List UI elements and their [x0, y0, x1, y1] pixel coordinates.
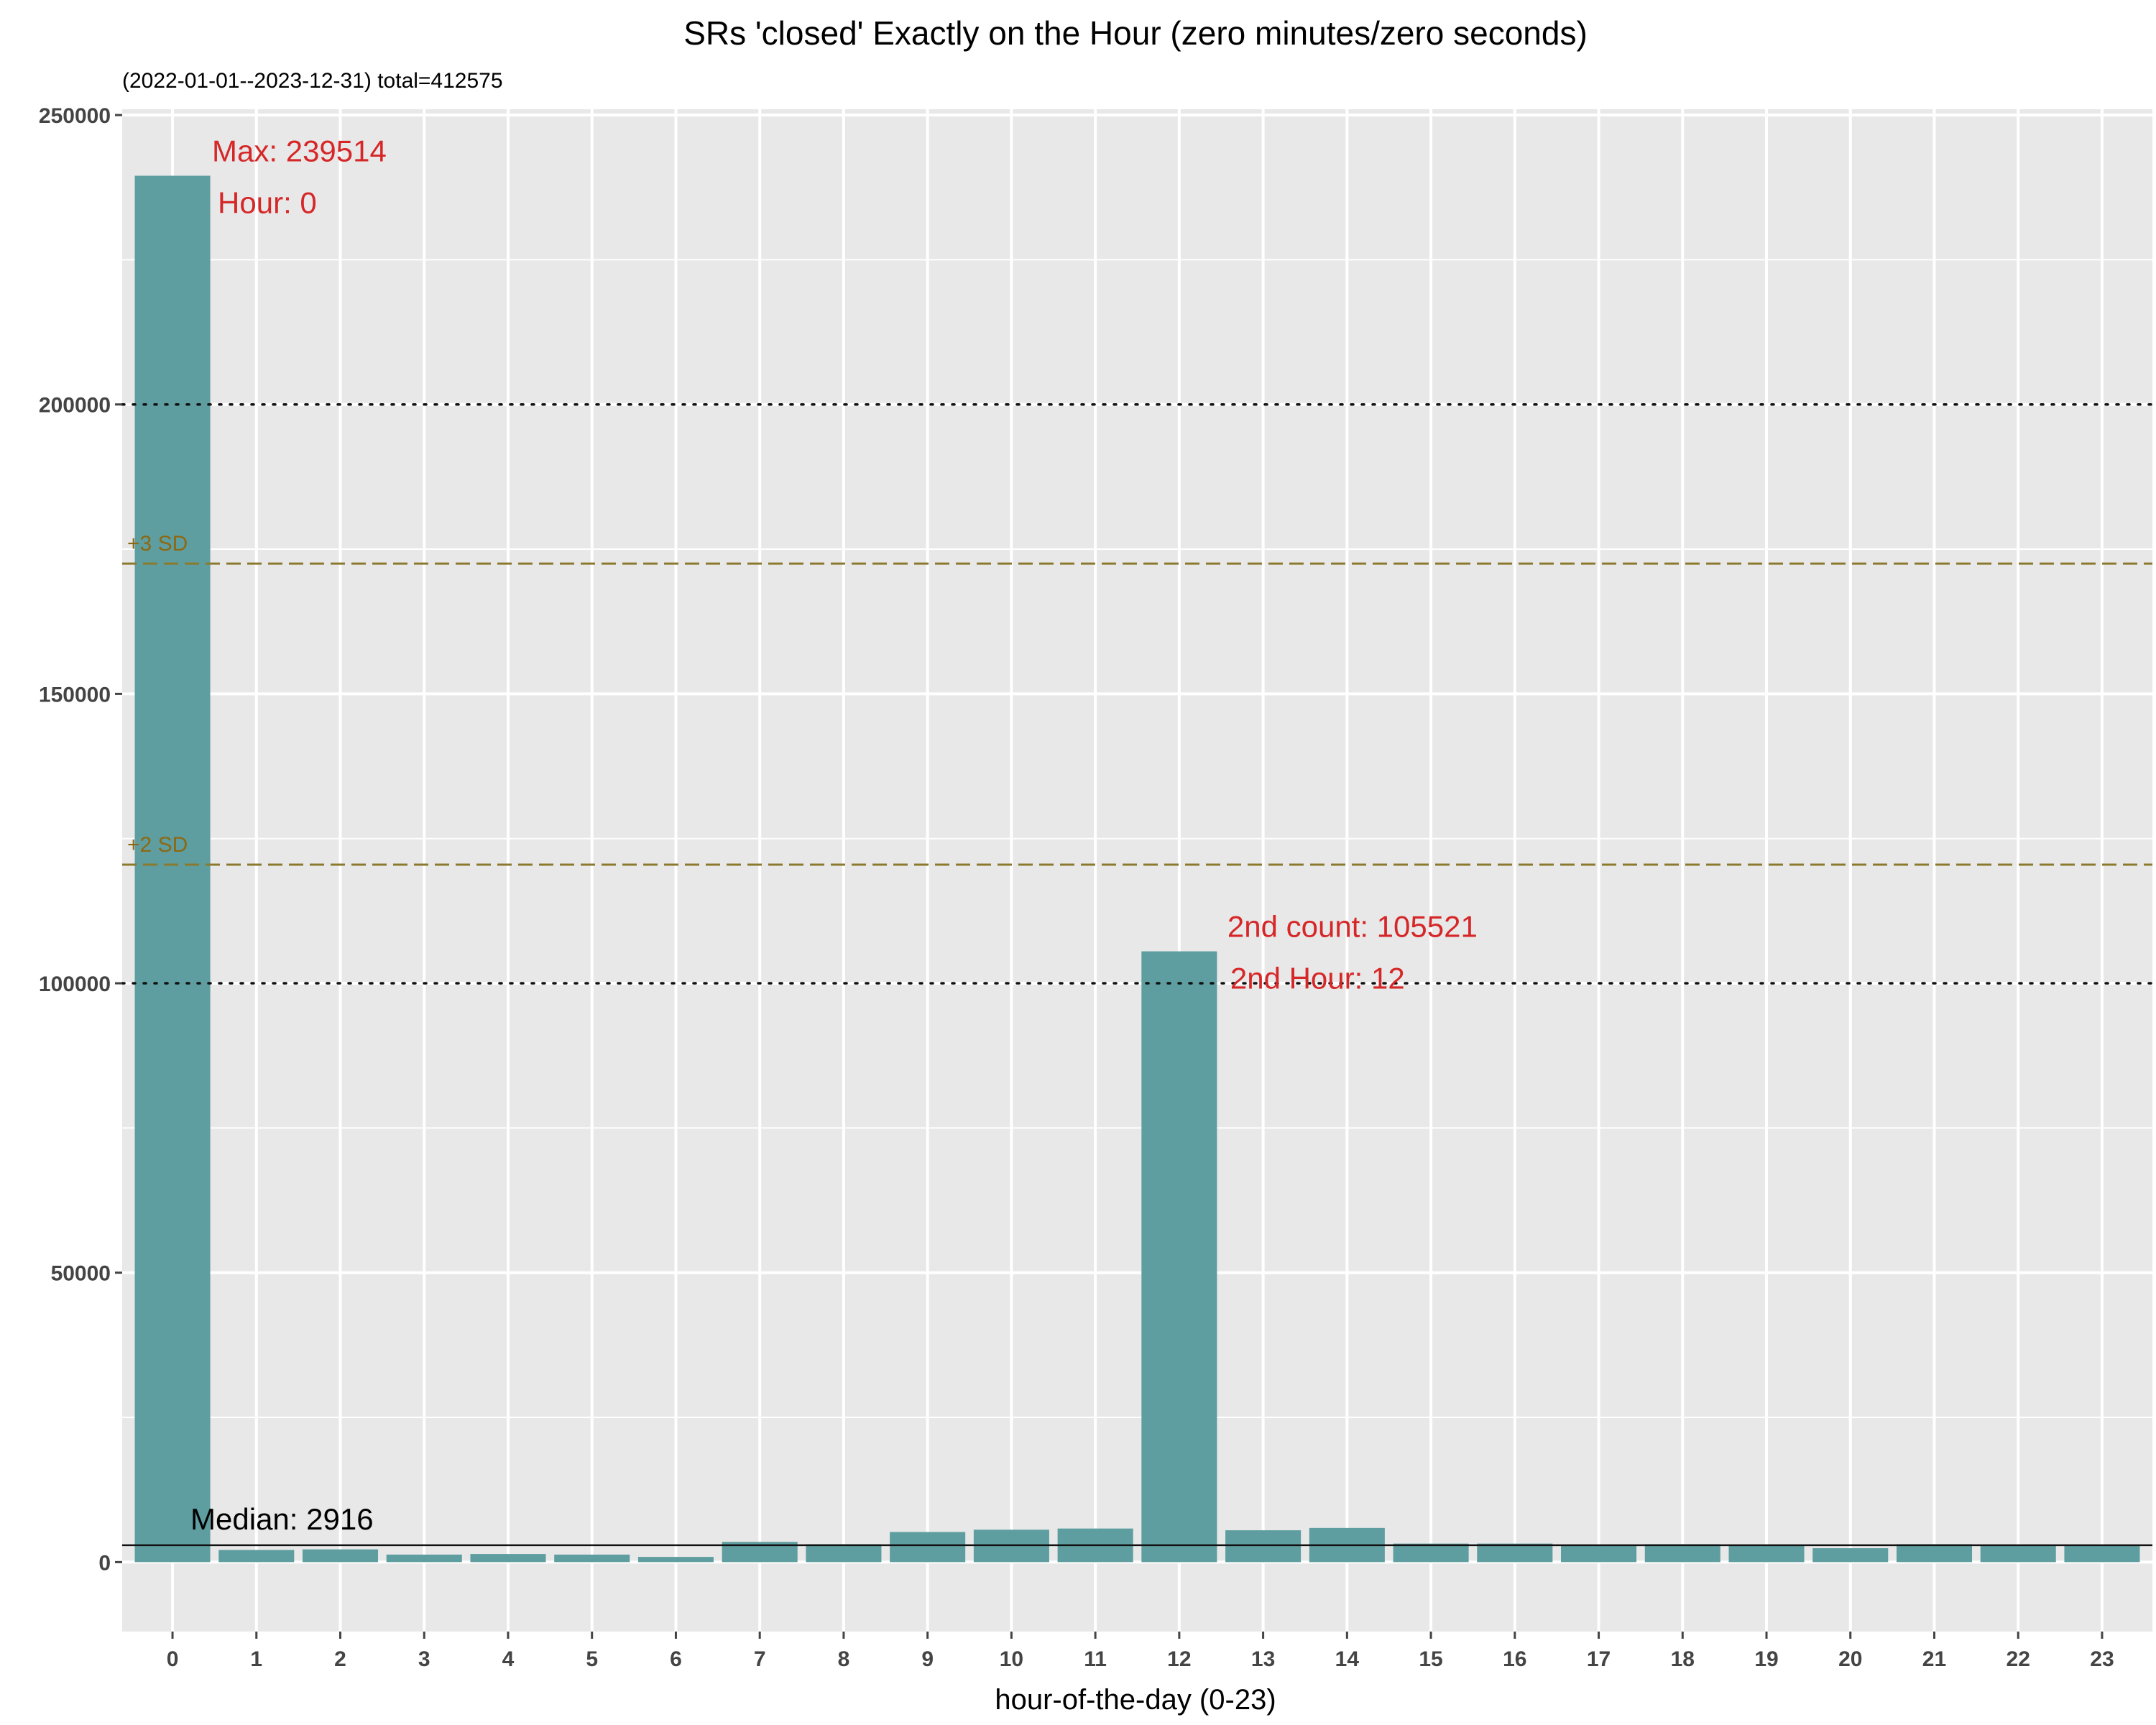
- x-tick-label: 16: [1503, 1647, 1526, 1671]
- x-tick-label: 5: [586, 1647, 598, 1671]
- x-tick-label: 1: [250, 1647, 262, 1671]
- bar-hour-1: [218, 1550, 295, 1563]
- x-tick-label: 14: [1335, 1647, 1360, 1671]
- x-tick-label: 6: [670, 1647, 682, 1671]
- bar-hour-22: [1980, 1545, 2056, 1563]
- bar-hour-4: [470, 1554, 546, 1563]
- bar-hour-3: [386, 1554, 462, 1563]
- x-tick-label: 18: [1671, 1647, 1695, 1671]
- x-tick-label: 21: [1922, 1647, 1946, 1671]
- plot-panel: [122, 109, 2152, 1632]
- y-tick-label: 150000: [39, 683, 111, 707]
- x-tick-label: 23: [2090, 1647, 2114, 1671]
- bar-hour-20: [1812, 1548, 1889, 1563]
- median-annotation: Median: 2916: [190, 1502, 374, 1536]
- bar-hour-12: [1141, 951, 1217, 1563]
- chart-title: SRs 'closed' Exactly on the Hour (zero m…: [683, 14, 1588, 52]
- bar-hour-16: [1477, 1543, 1553, 1563]
- max-hour-annotation: Hour: 0: [218, 185, 317, 219]
- x-axis-label: hour-of-the-day (0-23): [995, 1684, 1276, 1716]
- y-tick-label: 100000: [39, 972, 111, 996]
- bar-hour-6: [637, 1557, 714, 1563]
- x-tick-label: 4: [502, 1647, 515, 1671]
- bar-hour-18: [1644, 1544, 1720, 1563]
- y-tick-label: 250000: [39, 104, 111, 128]
- bar-hour-23: [2064, 1545, 2140, 1563]
- bars: [134, 175, 2140, 1563]
- bar-hour-0: [134, 175, 211, 1563]
- x-tick-label: 19: [1754, 1647, 1778, 1671]
- x-tick-label: 11: [1084, 1647, 1107, 1671]
- bar-hour-2: [302, 1549, 379, 1563]
- x-tick-label: 9: [921, 1647, 934, 1671]
- x-tick-label: 13: [1251, 1647, 1275, 1671]
- bar-hour-17: [1561, 1545, 1637, 1563]
- sd3-label: +3 SD: [127, 532, 188, 556]
- y-tick-label: 0: [98, 1551, 111, 1575]
- second-hour-annotation: 2nd Hour: 12: [1230, 962, 1405, 995]
- x-tick-label: 17: [1587, 1647, 1611, 1671]
- second-count-annotation: 2nd count: 105521: [1227, 910, 1478, 944]
- y-tick-label: 50000: [51, 1262, 111, 1286]
- x-tick-label: 20: [1838, 1647, 1862, 1671]
- bar-hour-8: [806, 1544, 882, 1563]
- x-tick-label: 8: [838, 1647, 850, 1671]
- bar-hour-5: [554, 1554, 630, 1563]
- chart-subtitle: (2022-01-01--2023-12-31) total=412575: [122, 69, 503, 93]
- x-tick-label: 15: [1419, 1647, 1442, 1671]
- x-tick-label: 2: [334, 1647, 346, 1671]
- y-tick-label: 200000: [39, 394, 111, 418]
- x-tick-label: 12: [1167, 1647, 1191, 1671]
- x-tick-label: 10: [1000, 1647, 1023, 1671]
- reference-lines: [121, 402, 2154, 1547]
- bar-hour-15: [1393, 1543, 1469, 1563]
- bar-hour-13: [1225, 1530, 1302, 1563]
- x-tick-label: 3: [418, 1647, 430, 1671]
- max-annotation: Max: 239514: [212, 134, 387, 167]
- x-tick-label: 7: [754, 1647, 766, 1671]
- bar-hour-19: [1728, 1545, 1805, 1563]
- x-tick-label: 22: [2007, 1647, 2030, 1671]
- x-tick-label: 0: [167, 1647, 179, 1671]
- bar-hour-9: [890, 1532, 966, 1563]
- bar-hour-21: [1896, 1544, 1973, 1563]
- sd2-label: +2 SD: [127, 833, 188, 857]
